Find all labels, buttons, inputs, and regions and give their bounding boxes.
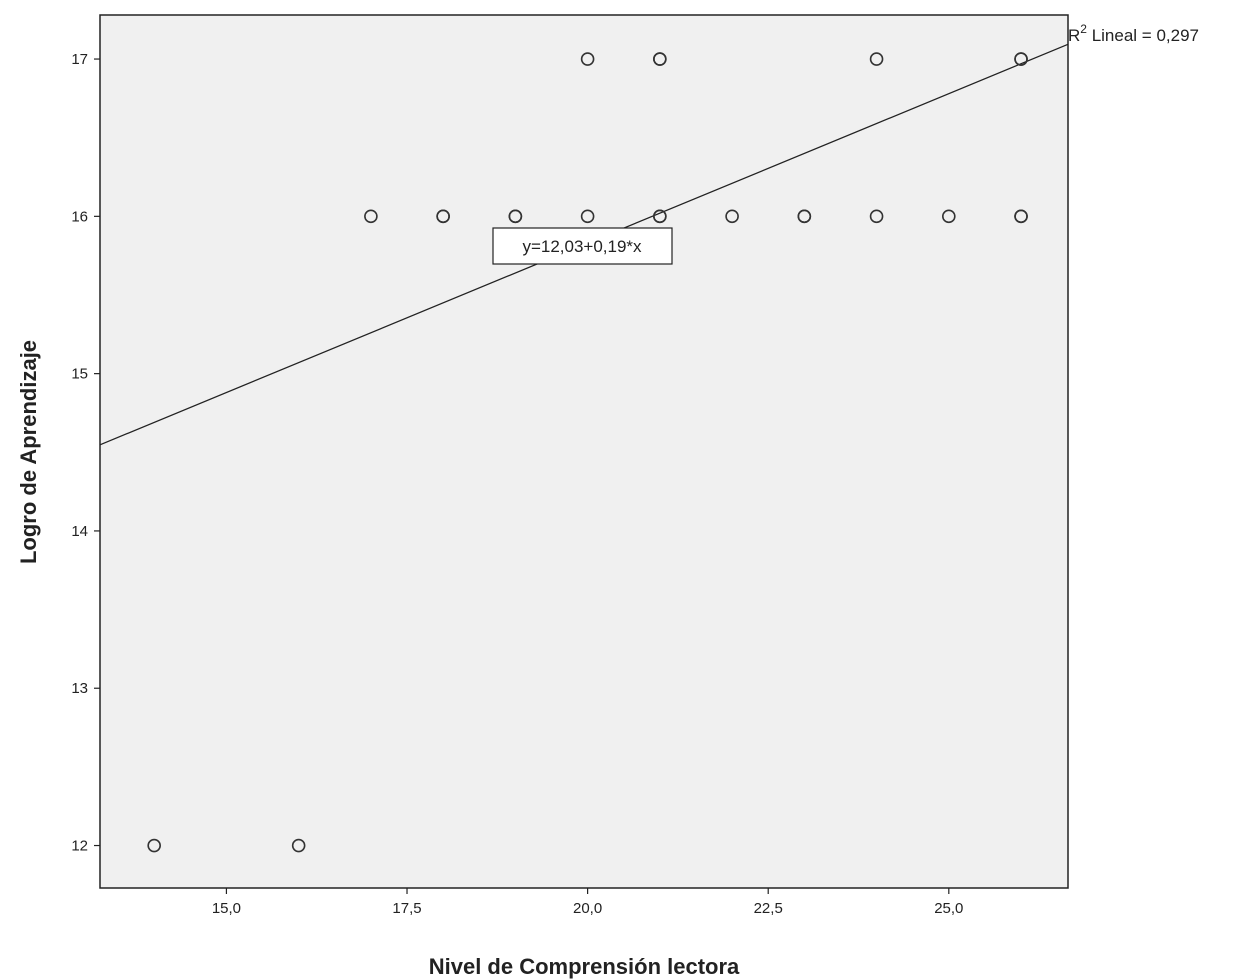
data-point [869, 209, 884, 224]
x-axis-title: Nivel de Comprensión lectora [429, 954, 740, 979]
data-point [869, 52, 884, 66]
y-tick-label: 17 [71, 51, 88, 68]
data-point [436, 209, 450, 224]
plot-area [99, 14, 1069, 889]
x-tick-label: 22,5 [754, 900, 783, 917]
y-tick-label: 12 [71, 838, 88, 855]
data-point [653, 52, 667, 66]
data-point [1014, 209, 1028, 224]
r2-text: Lineal = 0,297 [1087, 26, 1199, 45]
r2-prefix: R [1068, 26, 1080, 45]
y-tick-label: 15 [71, 366, 88, 383]
y-axis-title: Logro de Aprendizaje [16, 340, 41, 564]
data-point [725, 209, 739, 224]
y-axis-ticks: 12 13 14 15 16 17 [71, 51, 100, 855]
equation-label: y=12,03+0,19*x [492, 227, 673, 265]
data-points [147, 52, 1028, 853]
equation-text: y=12,03+0,19*x [522, 237, 642, 256]
data-point [580, 209, 595, 224]
data-point [653, 209, 667, 224]
x-axis-ticks: 15,0 17,5 20,0 22,5 25,0 [212, 888, 963, 917]
r2-superscript: 2 [1080, 22, 1087, 36]
data-point [147, 838, 161, 853]
data-point [364, 209, 378, 224]
data-point [797, 209, 812, 224]
x-tick-label: 25,0 [934, 900, 963, 917]
data-point [291, 838, 306, 853]
y-tick-label: 16 [71, 208, 88, 225]
x-tick-label: 15,0 [212, 900, 241, 917]
y-tick-label: 14 [71, 523, 88, 540]
data-point [1014, 52, 1028, 66]
data-point [508, 209, 523, 224]
x-tick-label: 17,5 [392, 900, 421, 917]
x-tick-label: 20,0 [573, 900, 602, 917]
y-tick-label: 13 [71, 680, 88, 697]
data-point [580, 52, 595, 66]
data-point [942, 209, 956, 224]
r2-label: R2 Lineal = 0,297 [1068, 22, 1199, 45]
